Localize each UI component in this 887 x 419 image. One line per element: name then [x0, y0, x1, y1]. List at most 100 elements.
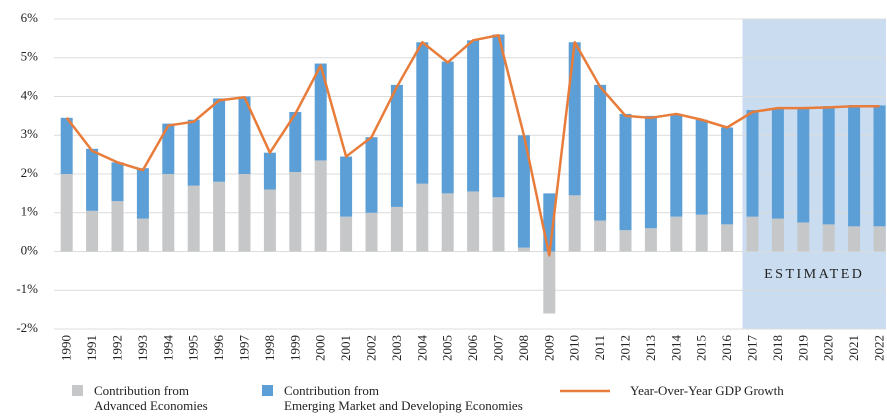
x-tick-label: 2007: [490, 335, 505, 362]
bar: [314, 63, 327, 161]
bar: [111, 162, 124, 202]
bar: [644, 115, 657, 229]
x-tick: 2012: [617, 335, 632, 361]
bar: [136, 218, 149, 252]
x-tick: 1999: [287, 335, 302, 361]
x-tick: 1995: [186, 335, 201, 361]
x-tick: 2007: [490, 335, 505, 362]
bar: [162, 123, 175, 174]
bar: [492, 197, 505, 252]
bar: [60, 174, 73, 252]
y-tick-label: 3%: [21, 126, 39, 141]
bar: [467, 40, 480, 192]
x-tick-label: 1994: [160, 335, 175, 362]
x-tick-label: 2019: [795, 335, 810, 361]
x-tick: 2013: [643, 335, 658, 361]
bar: [873, 226, 886, 252]
bar: [213, 181, 226, 252]
bar: [848, 105, 861, 227]
x-tick-label: 2003: [389, 335, 404, 361]
x-tick-label: 2013: [643, 335, 658, 361]
bar: [111, 201, 124, 252]
x-tick-label: 2001: [338, 335, 353, 361]
x-tick: 2011: [592, 335, 607, 361]
x-tick-label: 1997: [236, 335, 251, 362]
bar: [568, 42, 581, 196]
x-tick: 2020: [821, 335, 836, 361]
x-tick-label: 2002: [363, 335, 378, 361]
x-tick-label: 2009: [541, 335, 556, 361]
y-tick-label: 1%: [21, 204, 39, 219]
x-tick-label: 2018: [770, 335, 785, 361]
bar: [263, 152, 276, 190]
x-tick-label: 2015: [694, 335, 709, 361]
bar: [822, 224, 835, 252]
bar: [517, 135, 530, 248]
x-tick: 1991: [84, 335, 99, 361]
bar: [390, 206, 403, 252]
bar: [670, 216, 683, 252]
x-tick: 2003: [389, 335, 404, 361]
bar: [289, 112, 302, 173]
x-tick: 1996: [211, 335, 226, 362]
growth-line: [65, 34, 880, 257]
x-tick: 2016: [719, 335, 734, 362]
bar: [721, 127, 734, 225]
bar: [187, 119, 200, 186]
y-tick-label: 4%: [21, 87, 39, 102]
bar: [695, 214, 708, 252]
bar: [263, 189, 276, 252]
bar: [60, 117, 73, 174]
bar: [568, 195, 581, 252]
bar: [695, 119, 708, 215]
x-tick: 2002: [363, 335, 378, 361]
bar: [467, 191, 480, 252]
bar: [86, 148, 99, 211]
x-tick-label: 2005: [440, 335, 455, 361]
bar: [86, 210, 99, 252]
bar: [797, 222, 810, 252]
x-tick-label: 1990: [59, 335, 74, 361]
x-tick-label: 1991: [84, 335, 99, 361]
x-tick-label: 2011: [592, 335, 607, 361]
bar: [746, 216, 759, 252]
bar: [441, 61, 454, 194]
bar: [619, 230, 632, 252]
bar: [873, 105, 886, 227]
y-tick-label: 5%: [21, 49, 39, 64]
x-tick: 2005: [440, 335, 455, 361]
bar: [365, 212, 378, 252]
x-tick: 1993: [135, 335, 150, 361]
legend-swatch: [72, 385, 83, 396]
legend-label: Year-Over-Year GDP Growth: [630, 383, 784, 398]
bar: [644, 228, 657, 252]
bar: [594, 84, 607, 221]
bar: [416, 42, 429, 184]
x-tick-label: 1998: [262, 335, 277, 361]
bar: [848, 226, 861, 252]
x-tick: 2000: [313, 335, 328, 361]
y-tick-label: -2%: [16, 320, 38, 335]
bar: [771, 108, 784, 219]
x-tick-label: 1995: [186, 335, 201, 361]
x-tick: 2010: [567, 335, 582, 361]
estimated-label: ESTIMATED: [764, 267, 864, 282]
bar: [187, 185, 200, 252]
bar: [441, 193, 454, 252]
x-tick-label: 2000: [313, 335, 328, 361]
x-tick: 1990: [59, 335, 74, 361]
bar: [771, 218, 784, 252]
bar: [340, 156, 353, 217]
x-tick: 2022: [871, 335, 886, 361]
x-tick: 2001: [338, 335, 353, 361]
bar: [162, 174, 175, 252]
x-tick: 2019: [795, 335, 810, 361]
bar: [619, 113, 632, 231]
bar: [517, 247, 530, 252]
x-tick: 2015: [694, 335, 709, 361]
bar: [238, 174, 251, 252]
y-tick-label: -1%: [16, 281, 38, 296]
x-tick: 2021: [846, 335, 861, 361]
y-tick-label: 6%: [21, 10, 39, 25]
